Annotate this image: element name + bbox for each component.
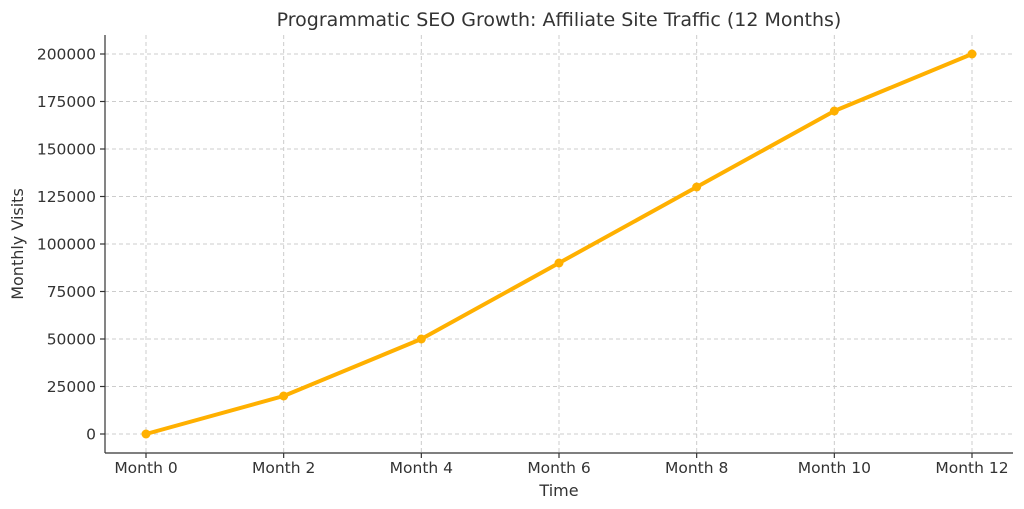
data-point xyxy=(692,182,702,192)
y-tick-label: 200000 xyxy=(37,46,96,64)
data-point xyxy=(829,106,839,116)
chart-title: Programmatic SEO Growth: Affiliate Site … xyxy=(277,9,842,31)
x-axis-label: Time xyxy=(538,481,578,500)
y-tick-label: 75000 xyxy=(47,283,96,301)
x-tick-label: Month 0 xyxy=(114,459,177,477)
x-tick-label: Month 2 xyxy=(252,459,315,477)
data-point xyxy=(967,49,977,59)
data-point xyxy=(554,258,564,268)
axes xyxy=(100,35,1013,458)
y-tick-label: 100000 xyxy=(37,236,96,254)
y-tick-label: 175000 xyxy=(37,93,96,111)
x-tick-label: Month 4 xyxy=(390,459,453,477)
x-tick-label: Month 6 xyxy=(527,459,590,477)
data-point xyxy=(279,391,289,401)
y-tick-label: 50000 xyxy=(47,331,96,349)
x-tick-label: Month 10 xyxy=(798,459,871,477)
data-point xyxy=(141,429,151,439)
x-tick-label: Month 8 xyxy=(665,459,728,477)
y-tick-label: 25000 xyxy=(47,378,96,396)
data-point xyxy=(416,334,426,344)
y-tick-label: 0 xyxy=(86,426,96,444)
tick-labels: 0 25000 50000 75000 100000 125000 150000 175000… xyxy=(37,46,1009,478)
grid xyxy=(105,35,1013,453)
y-tick-label: 125000 xyxy=(37,188,96,206)
x-tick-label: Month 12 xyxy=(935,459,1008,477)
y-tick-label: 150000 xyxy=(37,141,96,159)
series-layer xyxy=(141,49,977,439)
y-axis-label: Monthly Visits xyxy=(8,188,27,300)
